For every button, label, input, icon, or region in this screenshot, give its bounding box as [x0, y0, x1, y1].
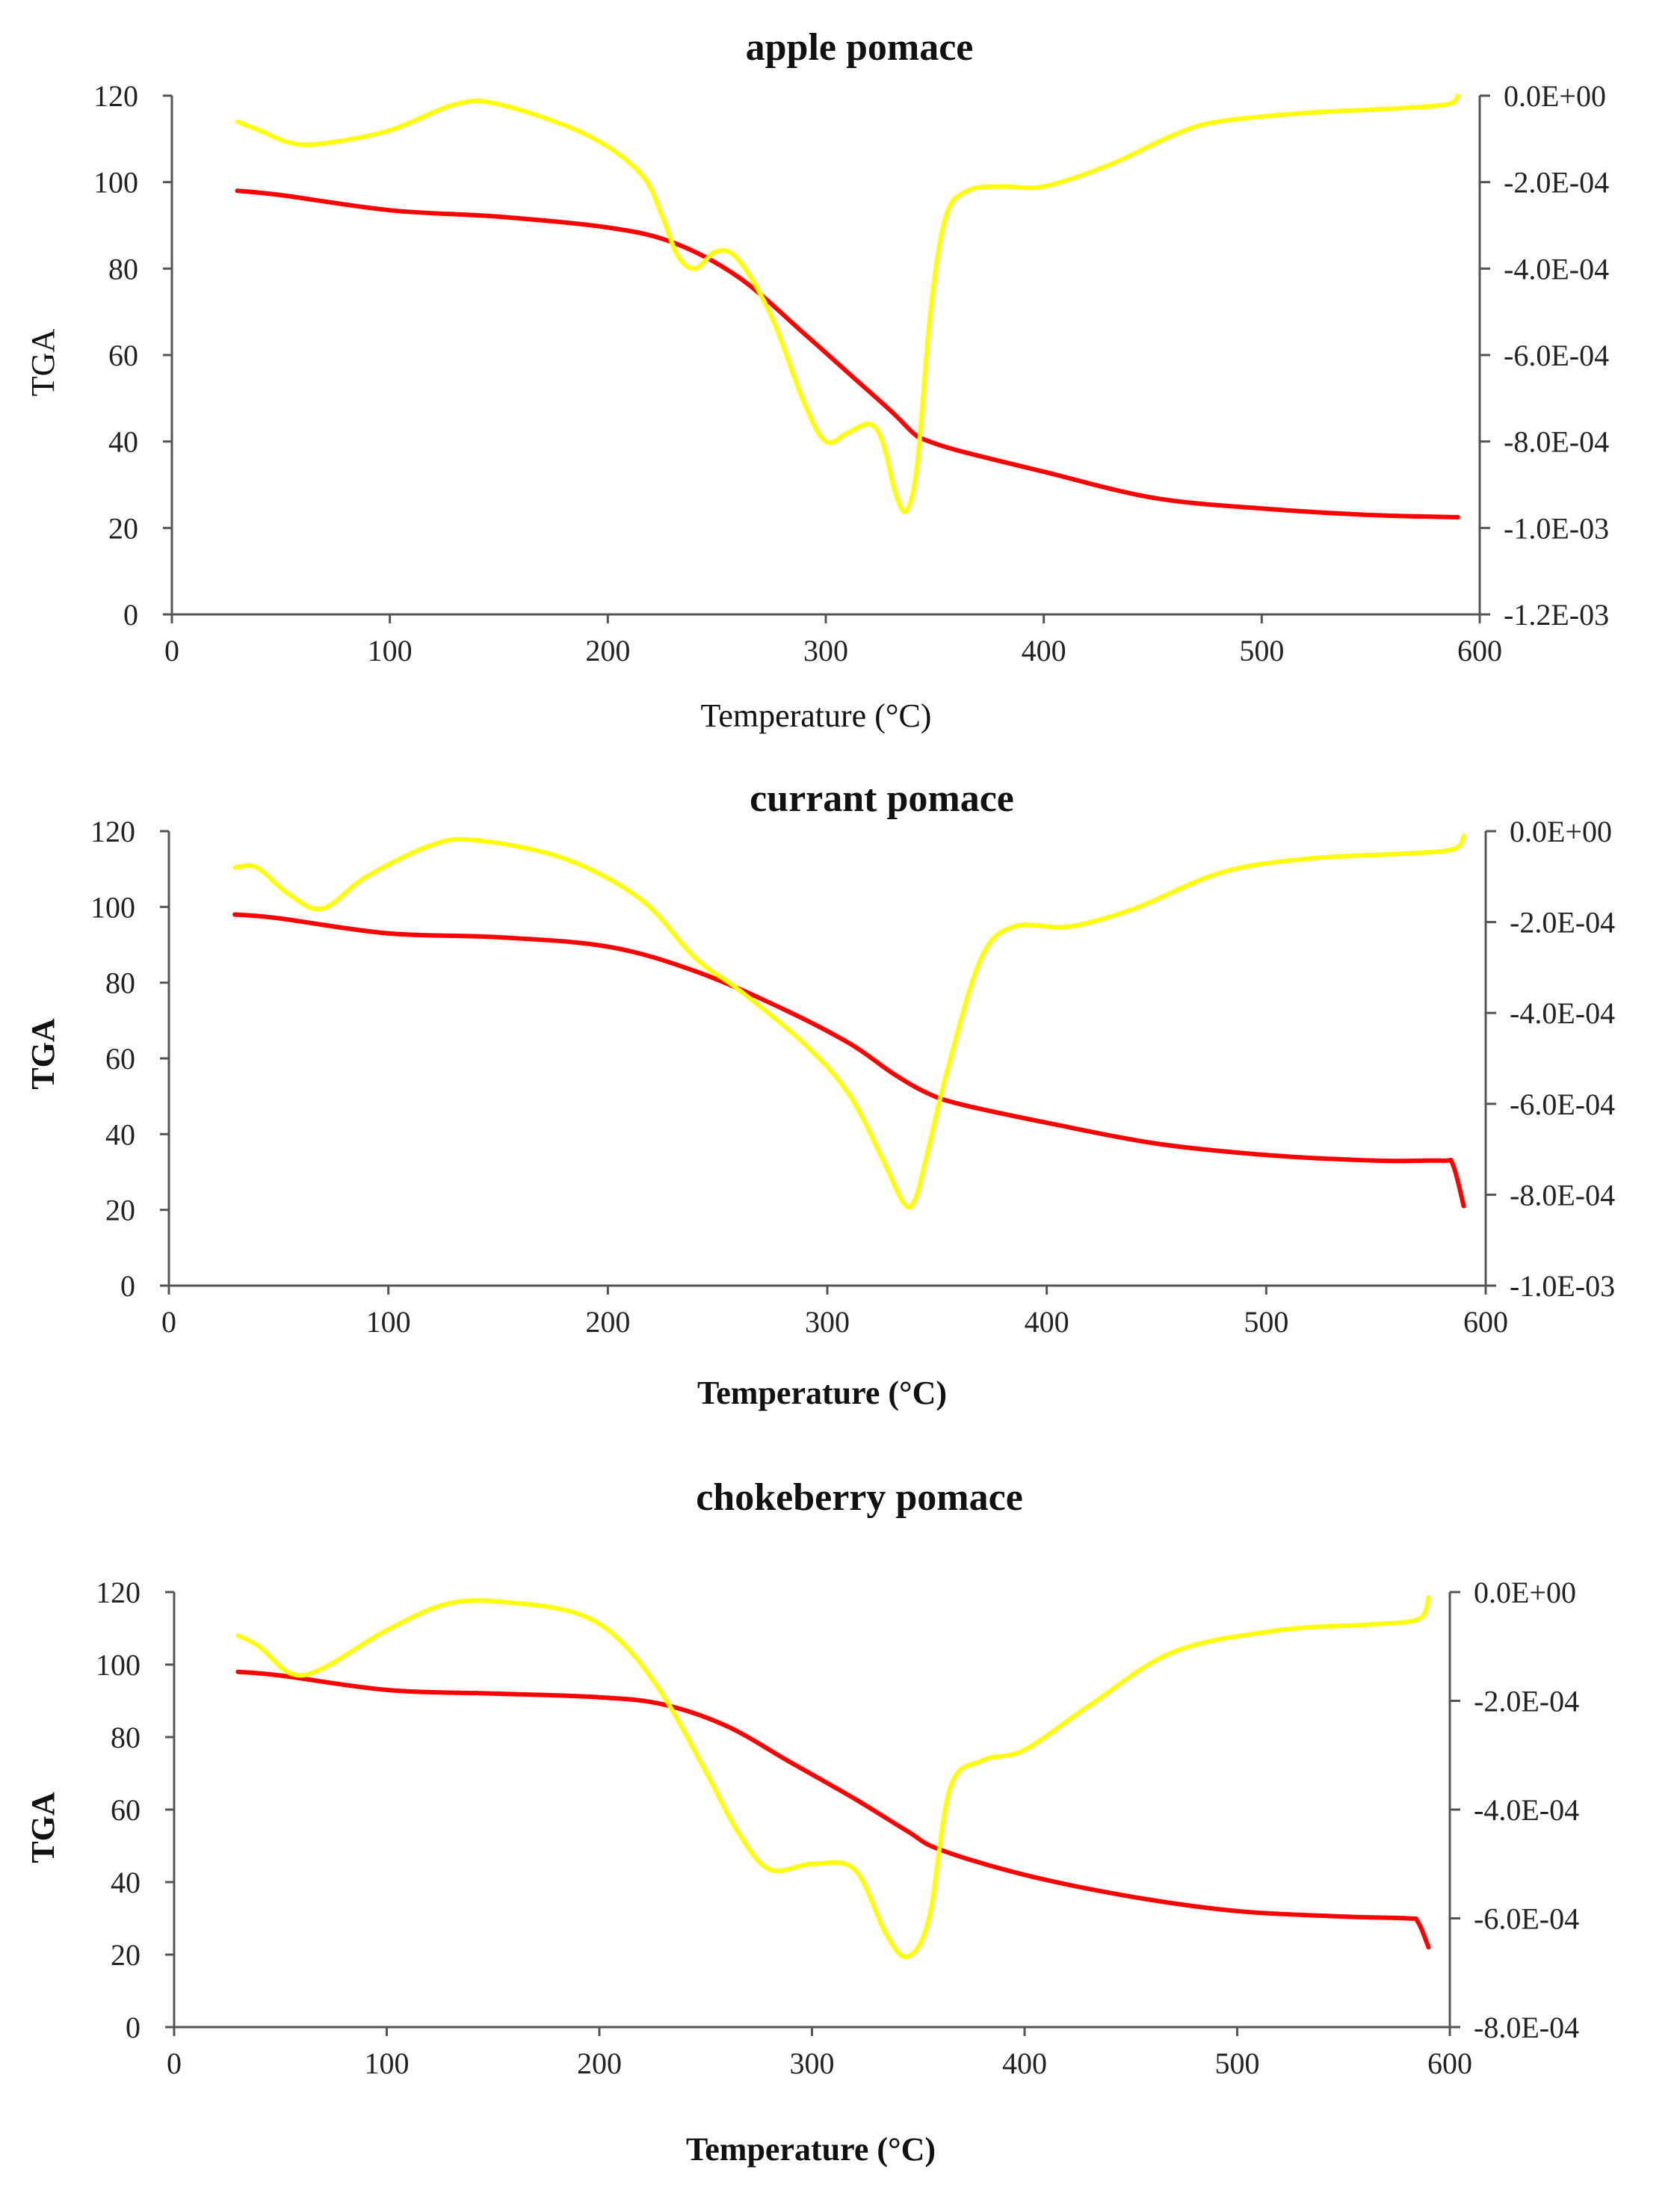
- x-tick-label: 0: [164, 634, 179, 667]
- y-tick-label: 20: [111, 1938, 140, 1972]
- y-axis-label: TGA: [25, 329, 61, 397]
- y2-tick-label: -6.0E-04: [1504, 339, 1609, 372]
- y2-tick-label: -1.0E-03: [1510, 1269, 1615, 1303]
- x-tick-label: 300: [803, 634, 848, 667]
- panel-apple-pomace: apple pomace TGA Temperature (°C) 0 100 20…: [25, 26, 1609, 734]
- y2-tick-label: -2.0E-04: [1474, 1685, 1579, 1718]
- chart-title: chokeberry pomace: [696, 1476, 1023, 1519]
- y-axis-label: TGA: [25, 1792, 61, 1863]
- x-tick-label: 400: [1002, 2047, 1047, 2080]
- y-tick-label: 100: [96, 1648, 140, 1682]
- y-tick-label: 80: [108, 252, 138, 286]
- y2-tick-label: 0.0E+00: [1504, 79, 1606, 113]
- panel-chokeberry-pomace: chokeberry pomace TGA Temperature (°C) 0…: [25, 1476, 1579, 2168]
- dtg-series-line: [232, 833, 1466, 1210]
- x-tick-label: 600: [1427, 2047, 1472, 2080]
- x-axis-label: Temperature (°C): [686, 2131, 936, 2168]
- y2-tick-label: -4.0E-04: [1474, 1793, 1579, 1827]
- x-tick-label: 100: [366, 1305, 411, 1339]
- y2-tick-label: -8.0E-04: [1474, 2011, 1579, 2044]
- y-tick-label: 120: [96, 1576, 140, 1609]
- y-tick-label: 100: [93, 166, 138, 200]
- y2-tick-label: -1.0E-03: [1504, 511, 1609, 545]
- tga-series-line: [235, 188, 1460, 519]
- y-tick-label: 40: [108, 425, 138, 459]
- tga-series-line: [232, 912, 1466, 1209]
- y-tick-label: 0: [120, 1269, 135, 1303]
- x-axis-label: Temperature (°C): [701, 697, 932, 734]
- chart-title: apple pomace: [746, 26, 974, 69]
- x-tick-label: 0: [161, 1305, 176, 1339]
- y-tick-label: 0: [123, 598, 138, 632]
- y2-tick-label: -8.0E-04: [1504, 425, 1609, 459]
- axes: [167, 831, 1487, 1287]
- y-tick-label: 120: [93, 79, 138, 113]
- x-tick-label: 200: [585, 634, 630, 667]
- tga-series-line: [235, 1669, 1431, 1950]
- x-tick-label: 200: [585, 1305, 630, 1339]
- y-axis-label: TGA: [25, 1018, 61, 1090]
- y-tick-label: 40: [105, 1117, 135, 1151]
- y-tick-label: 60: [108, 339, 138, 372]
- panel-currant-pomace: currant pomace TGA Temperature (°C) 0 100…: [25, 777, 1615, 1411]
- y2-tick-label: 0.0E+00: [1510, 815, 1612, 848]
- x-tick-label: 100: [365, 2047, 410, 2080]
- axes: [173, 1592, 1451, 2029]
- y2-tick-label: -6.0E-04: [1474, 1902, 1579, 1936]
- y-tick-label: 120: [90, 815, 135, 848]
- y-tick-label: 20: [108, 511, 138, 545]
- dtg-series-line: [235, 93, 1460, 514]
- y2-tick-label: -6.0E-04: [1510, 1088, 1615, 1121]
- y2-tick-label: -8.0E-04: [1510, 1178, 1615, 1212]
- y-tick-label: 60: [105, 1042, 135, 1076]
- x-tick-label: 400: [1025, 1305, 1069, 1339]
- x-tick-label: 300: [805, 1305, 850, 1339]
- x-tick-label: 500: [1215, 2047, 1260, 2080]
- x-tick-label: 300: [790, 2047, 835, 2080]
- chart-title: currant pomace: [750, 777, 1014, 820]
- y2-tick-label: -4.0E-04: [1504, 252, 1609, 286]
- y2-tick-label: -2.0E-04: [1504, 166, 1609, 200]
- x-tick-label: 500: [1239, 634, 1284, 667]
- y2-tick-label: 0.0E+00: [1474, 1576, 1576, 1609]
- y-tick-label: 60: [111, 1793, 140, 1827]
- x-tick-label: 600: [1463, 1305, 1508, 1339]
- x-tick-label: 100: [368, 634, 413, 667]
- y-tick-label: 80: [111, 1721, 140, 1754]
- x-axis-label: Temperature (°C): [697, 1375, 947, 1411]
- x-tick-label: 400: [1022, 634, 1066, 667]
- y-tick-label: 0: [126, 2011, 140, 2044]
- x-tick-label: 200: [577, 2047, 622, 2080]
- x-tick-label: 500: [1244, 1305, 1288, 1339]
- dtg-series-line: [235, 1595, 1431, 1959]
- y2-tick-label: -4.0E-04: [1510, 996, 1615, 1030]
- x-tick-label: 0: [167, 2047, 182, 2080]
- y2-tick-label: -2.0E-04: [1510, 906, 1615, 940]
- y-tick-label: 100: [90, 890, 135, 924]
- y2-tick-label: -1.2E-03: [1504, 598, 1609, 632]
- y-tick-label: 80: [105, 966, 135, 1000]
- x-tick-label: 600: [1457, 634, 1502, 667]
- y-tick-label: 40: [111, 1866, 140, 1899]
- y-tick-label: 20: [105, 1194, 135, 1227]
